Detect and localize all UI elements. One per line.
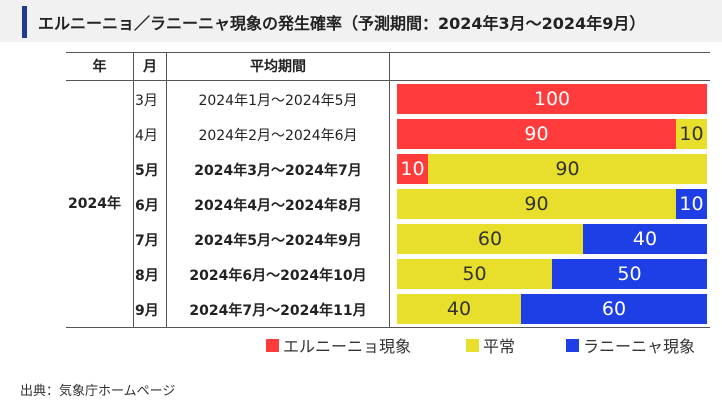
bar-segment-normal: 50	[397, 259, 552, 289]
bar-segment-elnino: 100	[397, 84, 707, 114]
header-period: 平均期間	[250, 59, 306, 75]
month-label: 7月	[135, 233, 159, 249]
month-label: 4月	[135, 128, 158, 144]
period-label: 2024年5月〜2024年9月	[194, 233, 362, 249]
legend-swatch-normal	[466, 338, 479, 352]
period-label: 2024年7月〜2024年11月	[189, 303, 367, 319]
period-label: 2024年1月〜2024年5月	[198, 93, 358, 109]
bar-segment-lanina: 10	[676, 189, 707, 219]
legend-swatch-lanina	[566, 338, 579, 352]
year-label: 2024年	[68, 196, 121, 212]
legend-normal: 平常	[466, 333, 515, 357]
table-bottom-border	[66, 327, 710, 328]
bar-segment-lanina: 60	[521, 294, 707, 324]
legend-swatch-elnino	[266, 338, 279, 352]
month-label: 5月	[135, 163, 159, 179]
col-divider-month	[166, 53, 167, 327]
legend-label-normal: 平常	[483, 337, 516, 356]
source-note: 出典：気象庁ホームページ	[20, 384, 176, 399]
bar-segment-normal: 10	[676, 119, 707, 149]
bar-segment-normal: 60	[397, 224, 583, 254]
bar-segment-normal: 90	[428, 154, 707, 184]
table-header-border	[66, 80, 710, 81]
bar-segment-normal: 40	[397, 294, 521, 324]
period-label: 2024年6月〜2024年10月	[189, 268, 367, 284]
chart-title: エルニーニョ／ラニーニャ現象の発生確率（予測期間：2024年3月〜2024年9月…	[38, 14, 646, 33]
col-divider-period	[389, 53, 390, 327]
month-label: 6月	[135, 198, 159, 214]
bar-segment-elnino: 90	[397, 119, 676, 149]
month-label: 9月	[135, 303, 159, 319]
header-year: 年	[92, 59, 107, 75]
legend-label-elnino: エルニーニョ現象	[283, 337, 412, 356]
title-bar: エルニーニョ／ラニーニャ現象の発生確率（予測期間：2024年3月〜2024年9月…	[0, 0, 722, 42]
table-top-border	[66, 52, 710, 53]
bar-segment-lanina: 40	[583, 224, 707, 254]
col-divider-year	[133, 53, 134, 327]
legend-label-lanina: ラニーニャ現象	[583, 337, 696, 356]
period-label: 2024年4月〜2024年8月	[194, 198, 362, 214]
header-month: 月	[143, 59, 157, 75]
legend-lanina: ラニーニャ現象	[566, 333, 695, 357]
month-label: 3月	[135, 93, 158, 109]
bar-segment-lanina: 50	[552, 259, 707, 289]
legend-elnino: エルニーニョ現象	[266, 333, 411, 357]
title-accent	[22, 6, 27, 38]
bar-segment-normal: 90	[397, 189, 676, 219]
bar-segment-elnino: 10	[397, 154, 428, 184]
period-label: 2024年3月〜2024年7月	[194, 163, 362, 179]
month-label: 8月	[135, 268, 159, 284]
period-label: 2024年2月〜2024年6月	[198, 128, 358, 144]
